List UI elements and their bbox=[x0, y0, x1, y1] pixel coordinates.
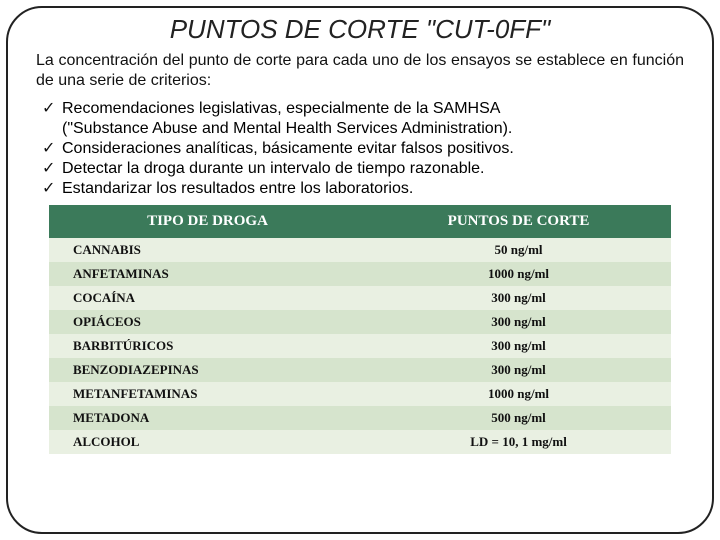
drug-name-cell: OPIÁCEOS bbox=[49, 310, 366, 334]
drug-name-cell: BENZODIAZEPINAS bbox=[49, 358, 366, 382]
drug-name-cell: ALCOHOL bbox=[49, 430, 366, 454]
criteria-item: Recomendaciones legislativas, especialme… bbox=[62, 99, 684, 139]
criteria-item: Consideraciones analíticas, básicamente … bbox=[62, 139, 684, 159]
table-row: CANNABIS50 ng/ml bbox=[49, 238, 671, 262]
cutoff-value-cell: 300 ng/ml bbox=[366, 310, 671, 334]
cutoff-value-cell: 300 ng/ml bbox=[366, 358, 671, 382]
cutoff-value-cell: 500 ng/ml bbox=[366, 406, 671, 430]
table-row: BARBITÚRICOS300 ng/ml bbox=[49, 334, 671, 358]
drug-name-cell: COCAÍNA bbox=[49, 286, 366, 310]
cutoff-value-cell: 300 ng/ml bbox=[366, 286, 671, 310]
table-header-row: TIPO DE DROGAPUNTOS DE CORTE bbox=[49, 205, 671, 238]
table-row: COCAÍNA300 ng/ml bbox=[49, 286, 671, 310]
table-header-cell: TIPO DE DROGA bbox=[49, 205, 366, 238]
intro-paragraph: La concentración del punto de corte para… bbox=[36, 51, 684, 91]
criteria-item-continuation: ("Substance Abuse and Mental Health Serv… bbox=[62, 119, 684, 139]
table-row: METANFETAMINAS1000 ng/ml bbox=[49, 382, 671, 406]
cutoff-value-cell: 300 ng/ml bbox=[366, 334, 671, 358]
table-row: METADONA500 ng/ml bbox=[49, 406, 671, 430]
table-row: ALCOHOLLD = 10, 1 mg/ml bbox=[49, 430, 671, 454]
cutoff-value-cell: 1000 ng/ml bbox=[366, 262, 671, 286]
slide-frame: PUNTOS DE CORTE "CUT-0FF" La concentraci… bbox=[6, 6, 714, 534]
criteria-item: Detectar la droga durante un intervalo d… bbox=[62, 159, 684, 179]
table-body: CANNABIS50 ng/mlANFETAMINAS1000 ng/mlCOC… bbox=[49, 238, 671, 454]
cutoff-table: TIPO DE DROGAPUNTOS DE CORTE CANNABIS50 … bbox=[49, 205, 671, 454]
cutoff-value-cell: LD = 10, 1 mg/ml bbox=[366, 430, 671, 454]
table-row: OPIÁCEOS300 ng/ml bbox=[49, 310, 671, 334]
drug-name-cell: BARBITÚRICOS bbox=[49, 334, 366, 358]
drug-name-cell: METANFETAMINAS bbox=[49, 382, 366, 406]
slide-title: PUNTOS DE CORTE "CUT-0FF" bbox=[36, 14, 684, 45]
table-header-cell: PUNTOS DE CORTE bbox=[366, 205, 671, 238]
drug-name-cell: ANFETAMINAS bbox=[49, 262, 366, 286]
criteria-list: Recomendaciones legislativas, especialme… bbox=[36, 99, 684, 199]
cutoff-value-cell: 50 ng/ml bbox=[366, 238, 671, 262]
drug-name-cell: CANNABIS bbox=[49, 238, 366, 262]
table-row: ANFETAMINAS1000 ng/ml bbox=[49, 262, 671, 286]
cutoff-value-cell: 1000 ng/ml bbox=[366, 382, 671, 406]
criteria-item: Estandarizar los resultados entre los la… bbox=[62, 179, 684, 199]
table-row: BENZODIAZEPINAS300 ng/ml bbox=[49, 358, 671, 382]
drug-name-cell: METADONA bbox=[49, 406, 366, 430]
